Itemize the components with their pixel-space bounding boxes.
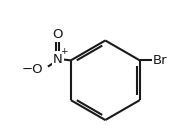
Text: −O: −O [21, 63, 43, 76]
Text: N: N [53, 53, 63, 66]
Text: O: O [52, 28, 63, 41]
Text: +: + [61, 47, 68, 56]
Text: Br: Br [153, 54, 167, 67]
